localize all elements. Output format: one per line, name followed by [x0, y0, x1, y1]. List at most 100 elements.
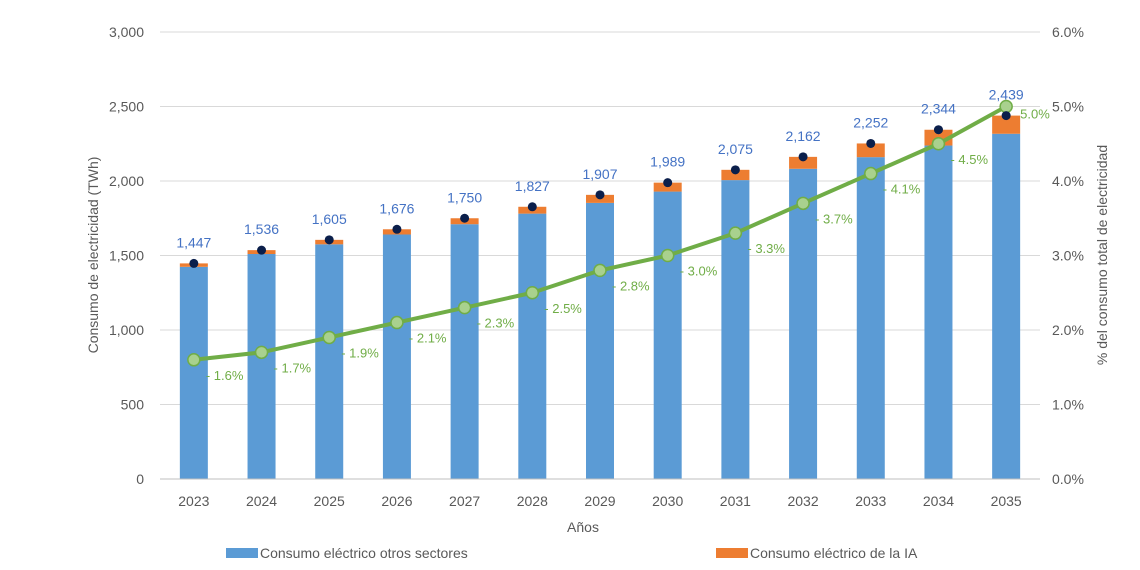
bar-otros-sectores: [789, 168, 818, 480]
percent-data-label: - 1.6%: [206, 368, 244, 383]
y-tick-label: 2,500: [109, 99, 144, 115]
bar-otros-sectores: [586, 202, 614, 479]
total-data-label: 1,536: [244, 221, 279, 237]
percent-data-label: - 1.9%: [341, 345, 379, 360]
percent-data-label: - 3.7%: [815, 211, 853, 226]
x-tick-label: 2032: [787, 493, 818, 509]
x-axis-title: Años: [567, 519, 599, 535]
percent-point: [728, 226, 743, 240]
bar-otros-sectores: [992, 133, 1021, 479]
bar-otros-sectores: [179, 266, 208, 479]
y2-tick-label: 0.0%: [1052, 471, 1084, 487]
y-tick-label: 500: [121, 397, 145, 413]
percent-data-label: - 3.0%: [680, 264, 718, 279]
percent-data-label: - 3.3%: [747, 241, 785, 256]
y2-tick-label: 3.0%: [1052, 248, 1084, 264]
percent-point: [187, 353, 201, 367]
percent-data-label: - 2.3%: [477, 316, 515, 331]
bar-otros-sectores: [856, 157, 885, 479]
bar-otros-sectores: [450, 224, 479, 479]
total-data-label: 1,447: [176, 234, 211, 250]
total-data-label: 1,605: [312, 211, 347, 227]
labels-group: - 1.6% - 1.7% - 1.9% - 2.1% - 2.3% - 2.5% - 2.…: [176, 87, 1050, 383]
percent-point: [322, 330, 336, 345]
percent-data-label: - 2.8%: [612, 278, 650, 293]
bar-otros-sectores: [315, 244, 344, 479]
percent-data-label: - 4.5%: [950, 152, 988, 167]
x-tick-label: 2035: [991, 493, 1022, 509]
percent-point: [593, 263, 607, 278]
total-data-label: 1,750: [447, 189, 482, 205]
total-marker: [460, 213, 470, 223]
percent-data-label: - 2.1%: [409, 331, 447, 346]
x-tick-label: 2028: [517, 493, 548, 509]
total-marker: [1001, 111, 1011, 121]
axes-group: 0 0.0% 500 1.0% 1,000 2.0% 1,500 3.0% 2,000 4.0% 2…: [109, 24, 1084, 509]
legend-swatch-otros: [226, 548, 258, 558]
percent-point: [864, 166, 878, 181]
x-tick-label: 2025: [314, 493, 345, 509]
total-marker: [730, 165, 740, 175]
bar-otros-sectores: [924, 145, 953, 479]
y2-tick-label: 1.0%: [1052, 397, 1084, 413]
x-tick-label: 2034: [923, 493, 954, 509]
y-tick-label: 2,000: [109, 173, 144, 189]
percent-point: [931, 137, 946, 151]
total-data-label: 2,162: [786, 128, 821, 144]
legend-label-ia: Consumo eléctrico de la IA: [750, 545, 918, 561]
y-tick-label: 0: [136, 471, 144, 487]
y-tick-label: 1,000: [109, 322, 144, 338]
y2-axis-title: % del consumo total de electricidad: [1094, 145, 1110, 365]
percent-point: [660, 248, 675, 263]
total-data-label: 1,676: [379, 200, 414, 216]
bar-ia: [721, 169, 750, 181]
bars-group: [179, 115, 1021, 480]
total-marker: [663, 178, 673, 188]
total-data-label: 1,827: [515, 178, 550, 194]
legend-label-otros: Consumo eléctrico otros sectores: [260, 545, 468, 561]
total-data-label: 2,252: [853, 114, 888, 130]
total-marker: [866, 138, 876, 148]
bar-otros-sectores: [653, 191, 682, 480]
bar-otros-sectores: [382, 234, 411, 479]
percent-data-label: 5.0%: [1020, 107, 1050, 122]
x-tick-label: 2024: [246, 493, 277, 509]
total-marker: [324, 235, 334, 245]
total-marker: [392, 224, 402, 234]
total-data-label: 2,439: [989, 87, 1024, 103]
x-tick-label: 2027: [449, 493, 480, 509]
x-tick-label: 2023: [178, 493, 209, 509]
total-marker: [798, 152, 808, 162]
percent-point: [525, 286, 540, 300]
percent-line-group: [187, 99, 1013, 367]
bar-ia: [789, 156, 818, 169]
y-axis-title: Consumo de electricidad (TWh): [85, 157, 101, 354]
percent-point: [390, 315, 404, 330]
percent-data-label: - 2.5%: [544, 301, 582, 316]
legend-swatch-ia: [716, 548, 748, 558]
total-data-label: 2,075: [718, 141, 753, 157]
total-marker: [933, 125, 943, 135]
y-tick-label: 1,500: [109, 248, 144, 264]
y2-tick-label: 2.0%: [1052, 322, 1084, 338]
total-marker: [595, 190, 605, 200]
percent-point: [254, 345, 269, 360]
total-marker: [189, 258, 199, 268]
y2-tick-label: 5.0%: [1052, 99, 1084, 115]
total-data-label: 1,907: [582, 166, 617, 182]
bar-otros-sectores: [247, 254, 276, 479]
x-tick-label: 2026: [381, 493, 412, 509]
total-data-label: 2,344: [921, 101, 956, 117]
total-marker: [257, 245, 267, 255]
x-tick-label: 2029: [584, 493, 615, 509]
percent-point: [457, 300, 472, 315]
legend: Consumo eléctrico otros sectores Consumo…: [226, 545, 918, 561]
bar-ia: [992, 115, 1021, 134]
x-tick-label: 2033: [855, 493, 886, 509]
bar-otros-sectores: [518, 213, 547, 480]
bar-ia: [856, 143, 885, 158]
total-marker: [527, 202, 537, 212]
bar-otros-sectores: [721, 180, 750, 479]
total-data-label: 1,989: [650, 154, 685, 170]
